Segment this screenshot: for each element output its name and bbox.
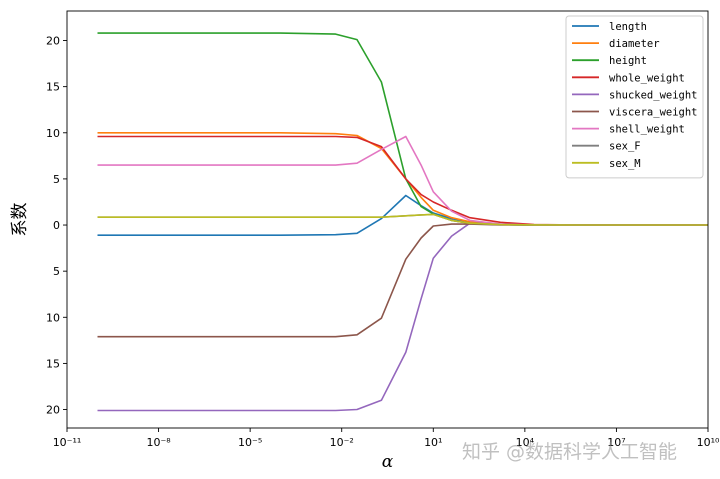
legend-label: shell_weight (609, 124, 685, 136)
series-layer (97, 32, 708, 412)
y-tick-label: 0 (53, 219, 60, 232)
series-line-shucked-weight (97, 222, 708, 412)
x-tick-label: 10⁻¹¹ (53, 436, 82, 449)
x-tick-label: 10⁴ (516, 436, 535, 449)
series-line-viscera-weight (97, 223, 708, 338)
y-tick-label: 5 (53, 265, 60, 278)
legend-label: length (609, 21, 647, 33)
x-tick-label: 10⁻² (330, 436, 354, 449)
x-tick-label: 10⁻⁵ (238, 436, 262, 449)
legend-label: whole_weight (609, 72, 685, 84)
y-tick-label: 20 (46, 35, 60, 48)
x-axis-label: α (382, 452, 394, 472)
y-axis-ticks: 20 15 10 5 0 5 10 15 20 (46, 35, 67, 417)
legend-label: viscera_weight (609, 107, 698, 119)
x-tick-label: 10⁻⁸ (146, 436, 171, 449)
legend-label: diameter (609, 38, 660, 50)
watermark: 知乎 @数据科学人工智能 (462, 441, 678, 463)
x-tick-label: 10⁷ (607, 436, 625, 449)
series-line-sex-M (97, 213, 708, 226)
y-tick-label: 15 (46, 81, 60, 94)
y-tick-label: 20 (46, 404, 60, 417)
legend-label: shucked_weight (609, 89, 698, 101)
plot-frame (66, 10, 709, 429)
x-tick-label: 10¹ (424, 436, 442, 449)
y-tick-label: 10 (46, 311, 60, 324)
legend: length diameter height whole_weight shucked_… (565, 15, 704, 179)
y-tick-label: 5 (53, 173, 60, 186)
x-axis-ticks: 10⁻¹¹ 10⁻⁸ 10⁻⁵ 10⁻² 10¹ 10⁴ 10⁷ 10¹⁰ (53, 428, 720, 449)
legend-frame (565, 15, 704, 179)
y-tick-label: 10 (46, 127, 60, 140)
x-tick-label: 10¹⁰ (697, 436, 720, 449)
y-axis-label: 系数 (10, 203, 30, 237)
y-tick-label: 15 (46, 357, 60, 370)
legend-label: sex_M (609, 158, 641, 170)
legend-label: height (609, 55, 647, 67)
legend-label: sex_F (609, 141, 641, 153)
